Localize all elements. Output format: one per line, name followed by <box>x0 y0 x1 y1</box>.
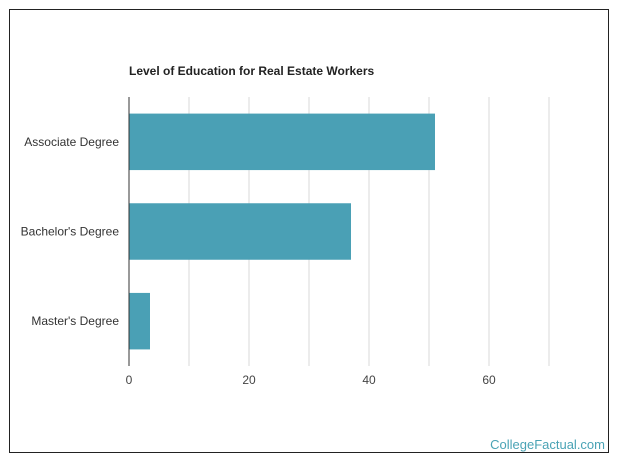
category-label: Associate Degree <box>24 135 119 149</box>
x-tick-label: 0 <box>126 373 133 387</box>
bar[interactable] <box>129 113 435 171</box>
watermark[interactable]: CollegeFactual.com <box>490 437 605 452</box>
category-labels: Associate Degree Bachelor's Degree Master'… <box>21 135 120 328</box>
bars <box>129 113 435 350</box>
chart-title: Level of Education for Real Estate Worke… <box>129 64 375 78</box>
category-label: Bachelor's Degree <box>21 225 120 239</box>
x-axis-ticks: 0 20 40 60 <box>126 373 496 387</box>
bar[interactable] <box>129 203 351 260</box>
category-label: Master's Degree <box>31 314 119 328</box>
x-tick-label: 40 <box>362 373 376 387</box>
bar[interactable] <box>129 292 150 350</box>
x-tick-label: 60 <box>482 373 496 387</box>
x-tick-label: 20 <box>242 373 256 387</box>
